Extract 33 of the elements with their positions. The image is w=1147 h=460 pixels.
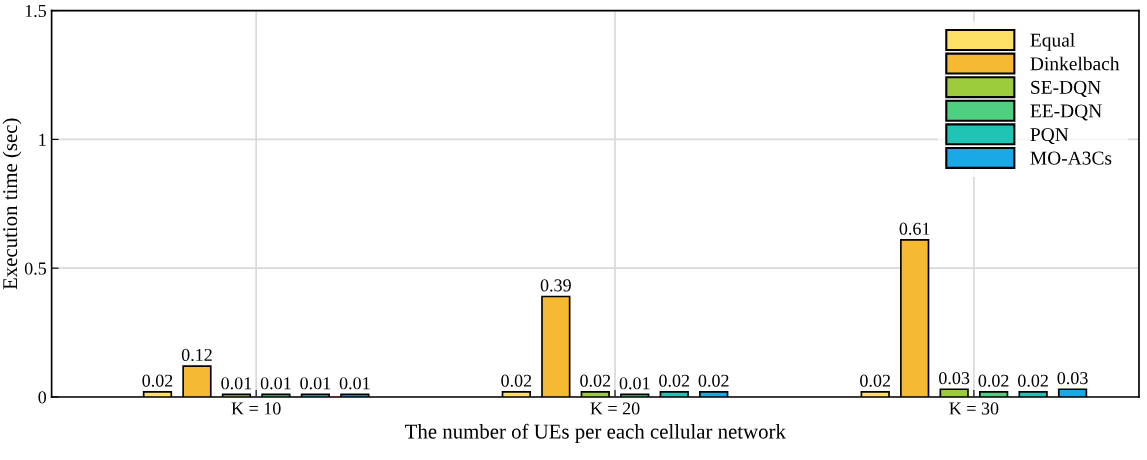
data-label: 0.02 [978, 374, 1009, 387]
data-label: 0.39 [540, 279, 571, 292]
legend-label: Equal [1030, 33, 1075, 51]
y-tick-label: 0.5 [24, 262, 47, 275]
y-tick-label: 0 [38, 391, 47, 404]
legend-label: Dinkelbach [1030, 56, 1120, 71]
legend-label: PQN [1030, 128, 1069, 145]
data-label: 0.12 [181, 348, 212, 362]
x-axis-title: The number of UEs per each cellular network [405, 423, 786, 443]
x-tick-label: K = 30 [949, 402, 999, 415]
data-label: 0.02 [142, 374, 173, 387]
data-label: 0.01 [221, 377, 252, 390]
y-tick-label: 1.5 [25, 4, 47, 18]
data-label: 0.02 [1018, 374, 1048, 387]
data-label: 0.02 [659, 374, 690, 387]
data-label: 0.01 [619, 377, 650, 390]
legend-label: SE-DQN [1031, 80, 1101, 97]
y-tick-label: 1 [39, 133, 46, 146]
data-label: 0.03 [1057, 372, 1088, 385]
legend-label: MO-A3Cs [1030, 151, 1112, 165]
data-label: 0.02 [860, 374, 891, 387]
data-label: 0.01 [260, 377, 291, 390]
data-label: 0.01 [300, 377, 331, 390]
data-label: 0.61 [899, 222, 930, 235]
data-label: 0.03 [939, 372, 970, 385]
data-label: 0.01 [339, 377, 370, 390]
data-label: 0.02 [698, 374, 729, 387]
x-tick-label: K = 20 [590, 402, 640, 415]
legend-label: EE-DQN [1030, 104, 1102, 121]
y-axis-title: Execution time (sec) [2, 118, 22, 290]
data-label: 0.02 [501, 374, 532, 387]
x-tick-label: K = 10 [231, 402, 281, 415]
data-label: 0.02 [580, 374, 611, 387]
